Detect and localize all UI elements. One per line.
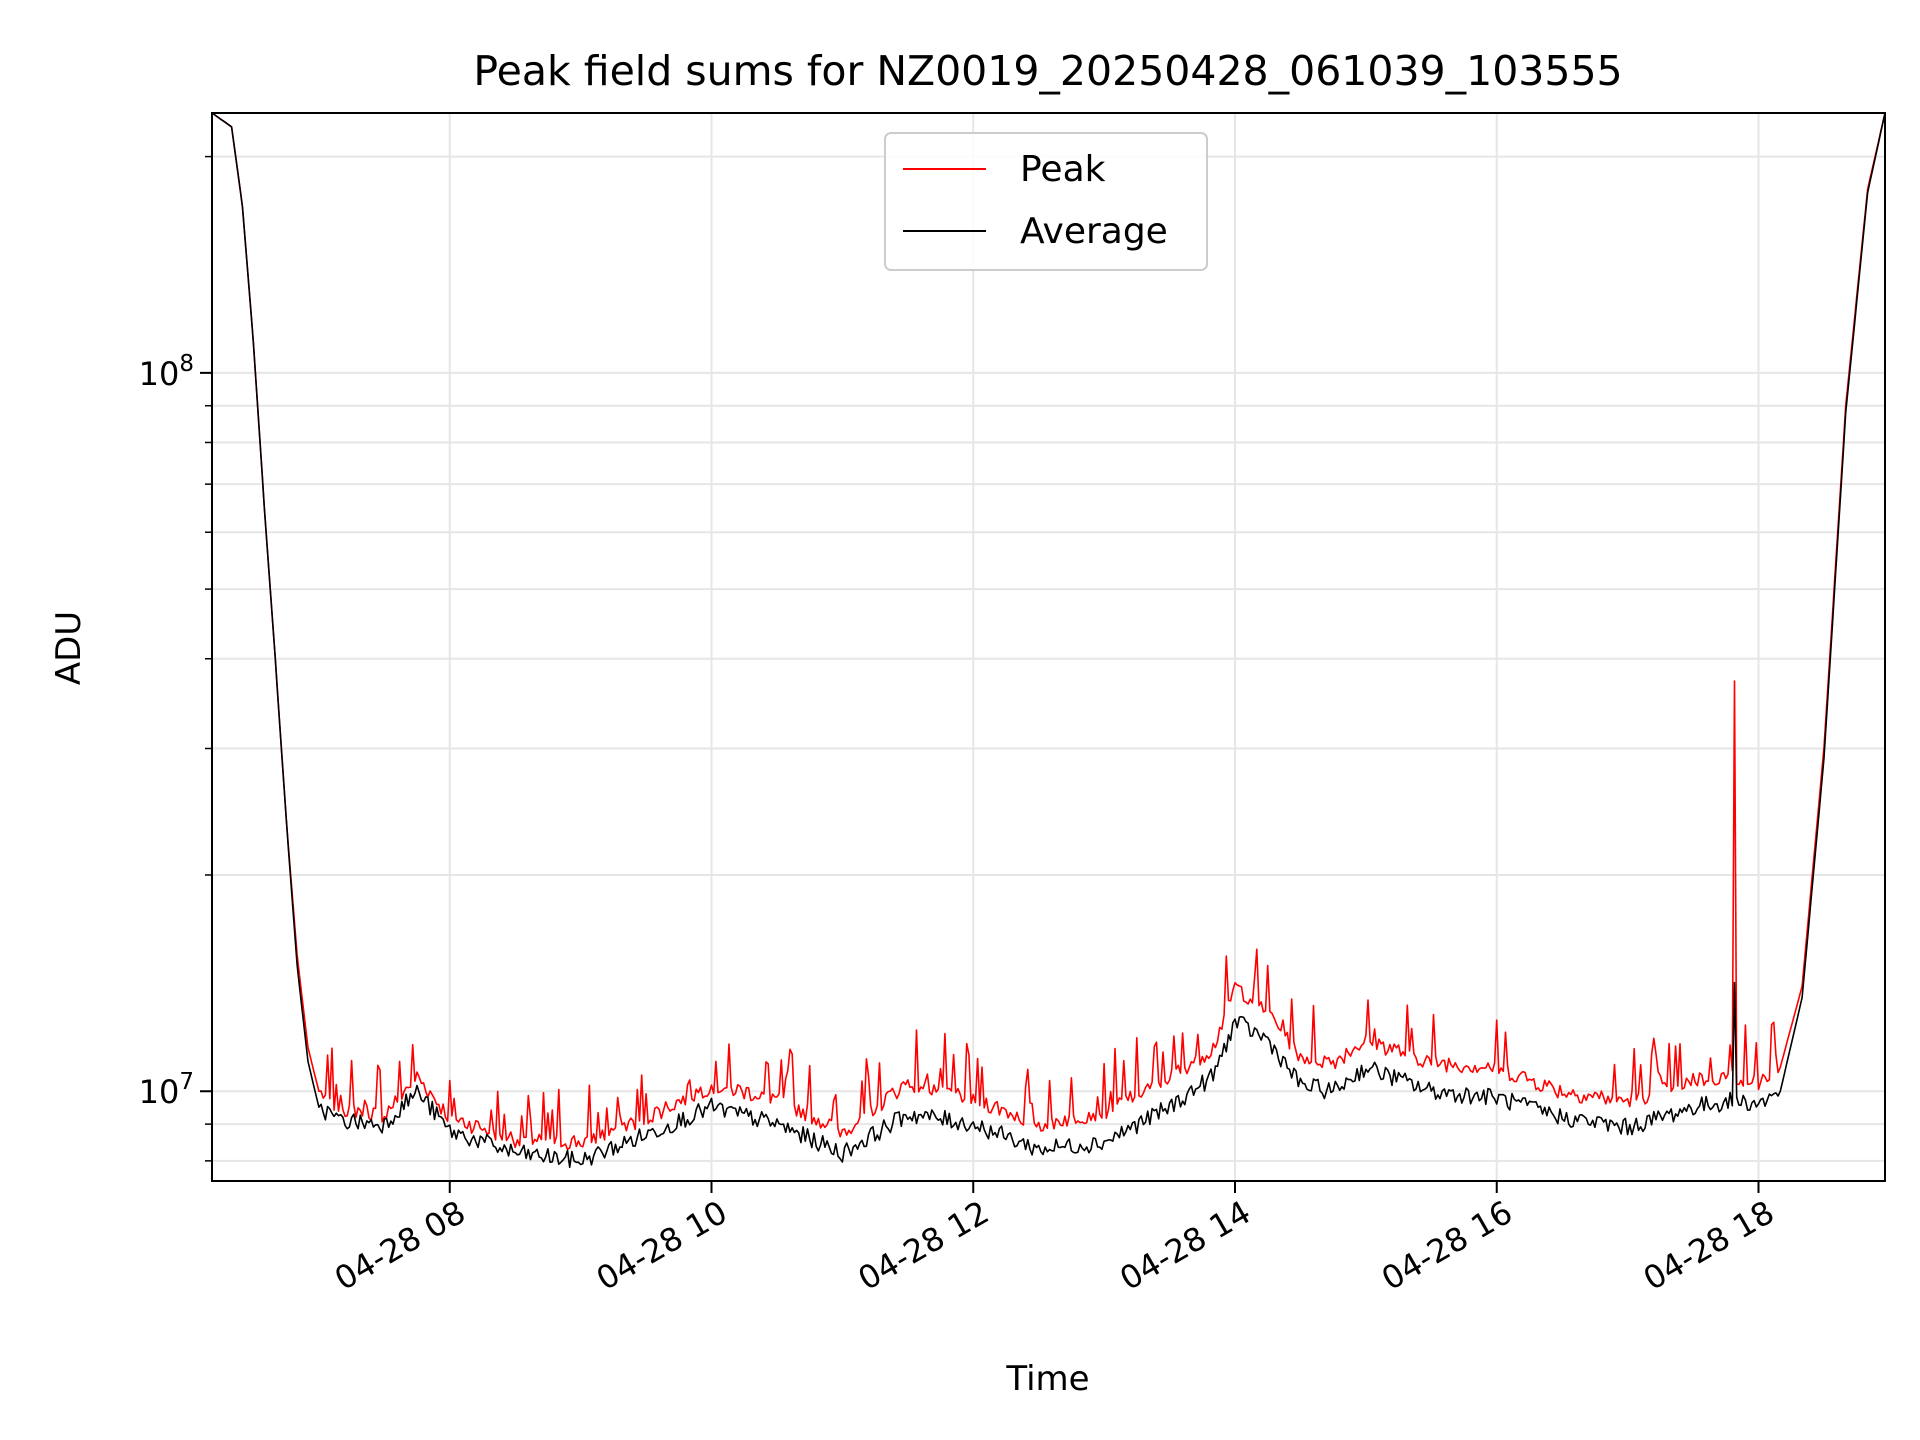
legend-label-average: Average — [1020, 211, 1168, 252]
y-tick-label: 108 — [139, 351, 194, 393]
legend: Peak Average — [884, 132, 1208, 271]
series-layer — [211, 112, 1886, 1169]
series-line-average — [211, 112, 1886, 1169]
plot-frame — [211, 112, 1886, 1182]
legend-label-peak: Peak — [1020, 149, 1106, 190]
series-line-peak — [211, 112, 1886, 1151]
chart-title: Peak field sums for NZ0019_20250428_0610… — [473, 47, 1622, 95]
y-tick-label: 107 — [139, 1069, 194, 1111]
y-axis-label: ADU — [49, 611, 89, 685]
legend-box — [884, 132, 1208, 271]
grid — [212, 113, 1885, 1181]
x-axis-label: Time — [1005, 1359, 1089, 1399]
